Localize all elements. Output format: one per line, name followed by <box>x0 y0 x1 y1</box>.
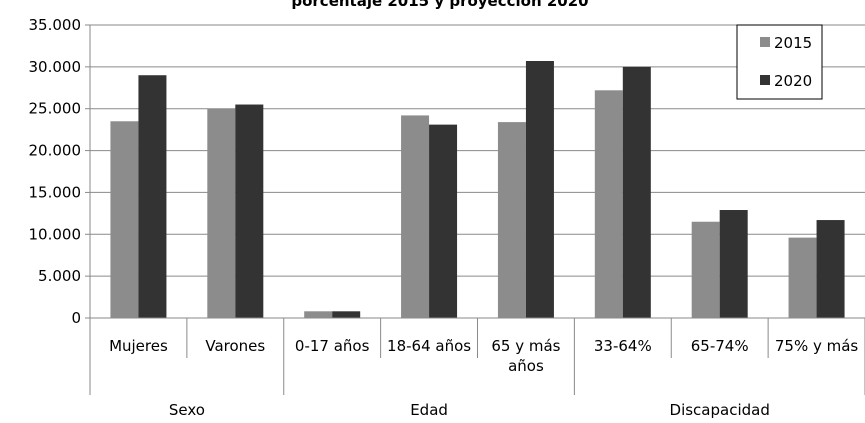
chart-title: porcentaje 2015 y proyección 2020 <box>291 0 588 10</box>
y-tick-label: 5.000 <box>38 267 81 285</box>
x-group-label: Edad <box>410 401 448 419</box>
x-category-label: 0-17 años <box>295 337 370 355</box>
y-axis: 0 5.000 10.000 15.000 20.000 25.000 30.000 35.0… <box>29 16 91 327</box>
bar-2020-4 <box>429 124 458 319</box>
y-tick-label: 30.000 <box>29 58 82 76</box>
x-category-label: años <box>508 357 544 375</box>
y-tick-label: 25.000 <box>29 100 82 118</box>
bar-2015-8 <box>788 237 817 318</box>
x-category-label: 18-64 años <box>387 337 471 355</box>
x-axis: Mujeres Varones 0-17 años 18-64 años 65 y má… <box>89 317 865 419</box>
bar-2015-4 <box>401 115 430 318</box>
bar-2020-3 <box>332 311 361 318</box>
bar-2020-6 <box>622 66 651 318</box>
bar-2020-8 <box>816 220 845 318</box>
x-group-label: Sexo <box>169 401 205 419</box>
bar-2015-6 <box>594 90 623 318</box>
legend-swatch-2020 <box>760 75 770 85</box>
x-category-label: 65 y más <box>491 337 560 355</box>
x-category-label: Varones <box>205 337 265 355</box>
bar-2015-5 <box>497 122 526 318</box>
legend: 2015 2020 <box>736 24 823 100</box>
bar-2020-2 <box>235 104 264 319</box>
legend-box <box>736 24 823 100</box>
bar-2015-2 <box>207 108 236 318</box>
legend-swatch-2015 <box>760 37 770 47</box>
x-category-label: 65-74% <box>691 337 749 355</box>
bar-2020-5 <box>525 60 554 319</box>
y-tick-label: 0 <box>71 309 81 327</box>
y-tick-label: 35.000 <box>29 16 82 34</box>
y-tick-label: 20.000 <box>29 142 82 160</box>
y-tick-label: 10.000 <box>29 225 82 243</box>
bar-2020-1 <box>138 75 167 318</box>
x-group-label: Discapacidad <box>670 401 770 419</box>
bar-2015-7 <box>691 221 720 318</box>
bar-2015-1 <box>110 121 139 319</box>
x-category-label: 33-64% <box>594 337 652 355</box>
bar-2020-7 <box>719 210 748 318</box>
legend-label-2015: 2015 <box>774 34 812 52</box>
y-tick-label: 15.000 <box>29 183 82 201</box>
x-category-label: 75% y más <box>775 337 859 355</box>
bars <box>110 60 845 319</box>
legend-label-2020: 2020 <box>774 72 812 90</box>
bar-2015-3 <box>304 311 333 318</box>
x-category-label: Mujeres <box>109 337 168 355</box>
